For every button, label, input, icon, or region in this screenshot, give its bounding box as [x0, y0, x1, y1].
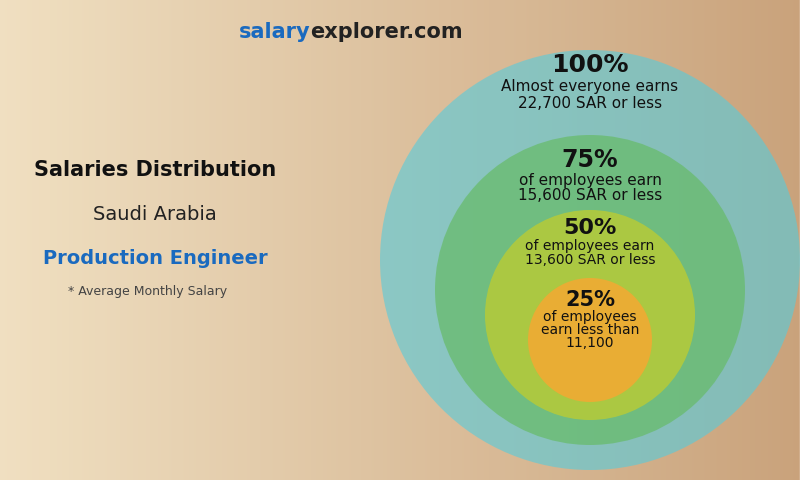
- Text: 15,600 SAR or less: 15,600 SAR or less: [518, 188, 662, 203]
- Text: Almost everyone earns: Almost everyone earns: [502, 80, 678, 95]
- Text: Salaries Distribution: Salaries Distribution: [34, 160, 276, 180]
- Text: 22,700 SAR or less: 22,700 SAR or less: [518, 96, 662, 110]
- Text: * Average Monthly Salary: * Average Monthly Salary: [69, 286, 227, 299]
- Text: Production Engineer: Production Engineer: [42, 249, 267, 267]
- Circle shape: [485, 210, 695, 420]
- Text: 75%: 75%: [562, 148, 618, 172]
- Circle shape: [528, 278, 652, 402]
- Circle shape: [380, 50, 800, 470]
- Text: 50%: 50%: [563, 218, 617, 238]
- Text: 11,100: 11,100: [566, 336, 614, 350]
- Text: 13,600 SAR or less: 13,600 SAR or less: [525, 253, 655, 267]
- Text: Saudi Arabia: Saudi Arabia: [93, 205, 217, 225]
- Text: of employees: of employees: [543, 310, 637, 324]
- Circle shape: [435, 135, 745, 445]
- Text: of employees earn: of employees earn: [526, 239, 654, 253]
- Text: of employees earn: of employees earn: [518, 172, 662, 188]
- Text: explorer.com: explorer.com: [310, 22, 462, 42]
- Text: earn less than: earn less than: [541, 323, 639, 337]
- Text: 100%: 100%: [551, 53, 629, 77]
- Text: 25%: 25%: [565, 290, 615, 310]
- Text: salary: salary: [238, 22, 310, 42]
